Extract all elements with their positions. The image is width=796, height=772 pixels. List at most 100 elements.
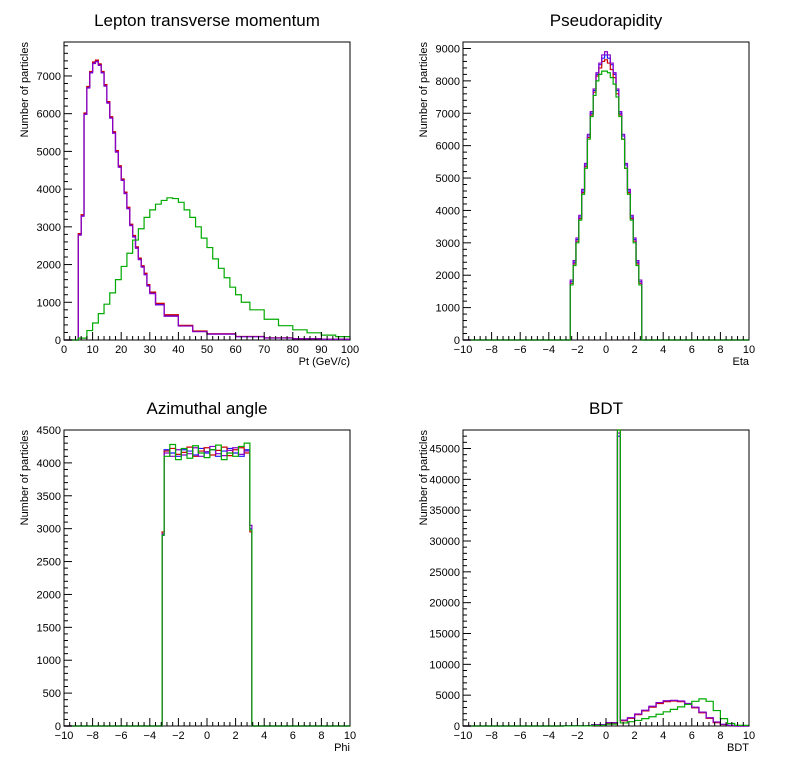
y-axis-label: Number of particles [418, 42, 430, 138]
y-tick-label: 10000 [429, 659, 460, 671]
histogram-series-1 [463, 429, 749, 727]
histogram-series-1 [64, 446, 350, 727]
y-tick-label: 2000 [37, 589, 61, 601]
histogram-series-3 [463, 70, 749, 341]
y-tick-label: 6000 [37, 109, 61, 121]
y-tick-label: 3500 [37, 491, 61, 503]
y-tick-label: 0 [55, 335, 61, 347]
x-tick-label: 10 [743, 344, 755, 356]
x-tick-label: −8 [485, 730, 498, 742]
panel-azimuthal-angle: Azimuthal angle Phi Number of particles … [19, 399, 356, 754]
y-tick-label: 1000 [37, 655, 61, 667]
x-axis-label: Phi [334, 742, 350, 754]
histogram-series-0 [463, 435, 749, 727]
y-axis-label: Number of particles [19, 42, 31, 138]
y-axis-label: Number of particles [418, 430, 430, 526]
y-tick-label: 1000 [37, 297, 61, 309]
x-tick-label: 0 [61, 344, 67, 356]
panel-pseudorapidity: Pseudorapidity Eta Number of particles −… [418, 11, 755, 368]
x-tick-label: 0 [204, 730, 210, 742]
y-tick-label: 500 [43, 688, 61, 700]
x-tick-label: 50 [201, 344, 213, 356]
x-tick-label: 0 [603, 344, 609, 356]
x-axis-label: Eta [732, 356, 749, 368]
histogram-series-3 [463, 429, 750, 727]
y-tick-label: 9000 [436, 43, 460, 55]
x-tick-label: −4 [543, 344, 556, 356]
x-tick-label: 10 [86, 344, 98, 356]
y-tick-label: 0 [454, 335, 460, 347]
chart-title: Pseudorapidity [550, 11, 663, 30]
plot-frame [462, 41, 750, 341]
y-tick-label: 25000 [429, 567, 460, 579]
y-tick-label: 0 [55, 721, 61, 733]
y-tick-label: 2000 [436, 270, 460, 282]
y-tick-label: 4500 [37, 425, 61, 437]
y-tick-label: 6000 [436, 141, 460, 153]
y-tick-label: 15000 [429, 629, 460, 641]
y-tick-label: 1000 [436, 303, 460, 315]
chart-title: Azimuthal angle [147, 399, 268, 418]
y-tick-label: 4000 [436, 205, 460, 217]
y-tick-label: 8000 [436, 76, 460, 88]
y-tick-label: 4000 [37, 458, 61, 470]
y-tick-label: 45000 [429, 444, 460, 456]
x-tick-label: 40 [172, 344, 184, 356]
plot-frame [63, 429, 351, 727]
y-tick-label: 4000 [37, 184, 61, 196]
x-tick-label: −10 [55, 730, 74, 742]
y-tick-label: 7000 [37, 71, 61, 83]
x-tick-label: 8 [717, 730, 723, 742]
histogram-series-3 [64, 442, 350, 727]
x-tick-label: 6 [290, 730, 296, 742]
histogram-series-0 [64, 447, 350, 727]
x-tick-label: 2 [632, 344, 638, 356]
y-tick-label: 5000 [436, 690, 460, 702]
y-tick-label: 40000 [429, 474, 460, 486]
histogram-series-2 [463, 51, 749, 341]
x-tick-label: 0 [603, 730, 609, 742]
y-tick-label: 3000 [37, 524, 61, 536]
x-tick-label: 60 [229, 344, 241, 356]
histogram-series-2 [463, 432, 749, 727]
x-tick-label: 2 [632, 730, 638, 742]
y-tick-label: 20000 [429, 598, 460, 610]
x-tick-label: 8 [717, 344, 723, 356]
histogram-series-2 [64, 61, 351, 341]
chart-title: Lepton transverse momentum [94, 11, 320, 30]
y-tick-label: 30000 [429, 536, 460, 548]
histogram-series-3 [64, 197, 351, 341]
x-tick-label: −2 [172, 730, 185, 742]
x-tick-label: −4 [144, 730, 157, 742]
y-tick-label: 3000 [37, 222, 61, 234]
x-tick-label: −8 [485, 344, 498, 356]
x-tick-label: 20 [115, 344, 127, 356]
x-tick-label: 6 [689, 344, 695, 356]
x-tick-label: −2 [571, 344, 584, 356]
x-tick-label: 80 [287, 344, 299, 356]
y-tick-label: 2000 [37, 260, 61, 272]
chart-title: BDT [589, 399, 623, 418]
x-tick-label: 10 [344, 730, 356, 742]
x-tick-label: 30 [144, 344, 156, 356]
x-tick-label: −10 [454, 730, 473, 742]
x-tick-label: 90 [315, 344, 327, 356]
x-axis-label: Pt (GeV/c) [299, 356, 350, 368]
x-tick-label: 4 [660, 344, 666, 356]
x-tick-label: 10 [743, 730, 755, 742]
x-tick-label: −8 [86, 730, 99, 742]
y-tick-label: 7000 [436, 108, 460, 120]
x-tick-label: −6 [115, 730, 128, 742]
panel-lepton-pt: Lepton transverse momentum Pt (GeV/c) Nu… [19, 11, 359, 368]
y-axis-label: Number of particles [19, 430, 31, 526]
x-tick-label: 2 [233, 730, 239, 742]
x-tick-label: 100 [341, 344, 359, 356]
x-tick-label: −6 [514, 344, 527, 356]
x-tick-label: −10 [454, 344, 473, 356]
y-tick-label: 2500 [37, 557, 61, 569]
y-tick-label: 5000 [436, 173, 460, 185]
x-tick-label: −4 [543, 730, 556, 742]
x-tick-label: −6 [514, 730, 527, 742]
x-tick-label: 6 [689, 730, 695, 742]
